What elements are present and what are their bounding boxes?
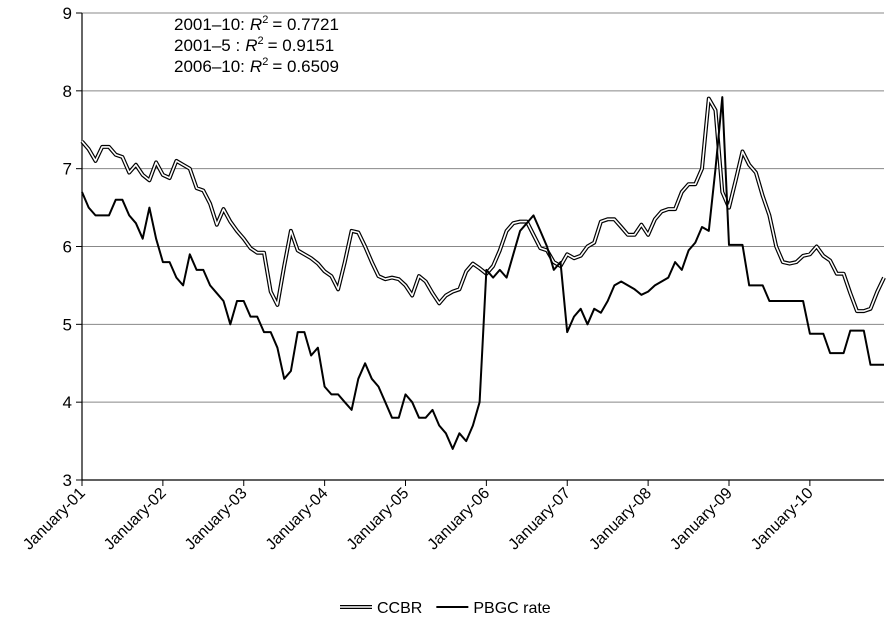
annotation-label: 2006–10: [174,57,245,76]
x-tick-label: January-04 [263,485,332,554]
annotation-power: 2 [262,56,268,68]
x-tick-label: January-07 [505,485,574,554]
y-tick-label: 4 [63,393,72,412]
y-tick-label: 3 [63,471,72,490]
legend-label: PBGC rate [473,600,550,617]
series-line [80,96,886,314]
annotation-label: 2001–5 : [174,36,240,55]
annotation-value: = 0.6509 [272,57,339,76]
x-tick-label: January-09 [667,485,736,554]
annotation-symbol: R [250,57,262,76]
x-tick-label: January-03 [182,485,251,554]
annotation: 2001–10: R2 = 0.7721 [174,14,339,34]
y-tick-label: 7 [63,160,72,179]
x-tick-label: January-10 [748,485,817,554]
annotation: 2006–10: R2 = 0.6509 [174,56,339,76]
y-tick-label: 5 [63,315,72,334]
y-tick-label: 8 [63,82,72,101]
annotation-symbol: R [250,15,262,34]
x-tick-label: January-06 [425,485,494,554]
annotation-symbol: R [245,36,257,55]
x-tick-label: January-05 [344,485,413,554]
x-tick-label: January-08 [586,485,655,554]
annotation-label: 2001–10: [174,15,245,34]
annotation-value: = 0.9151 [268,36,335,55]
annotation-power: 2 [257,35,263,47]
y-tick-label: 9 [63,4,72,23]
annotation: 2001–5 : R2 = 0.9151 [174,35,334,55]
x-tick-label: January-01 [20,485,89,554]
series-line-inner [81,97,885,312]
x-tick-label: January-02 [101,485,170,554]
series-line [81,96,884,450]
annotation-power: 2 [262,14,268,26]
legend-label: CCBR [377,600,422,617]
annotation-value: = 0.7721 [272,15,339,34]
y-tick-label: 6 [63,238,72,257]
